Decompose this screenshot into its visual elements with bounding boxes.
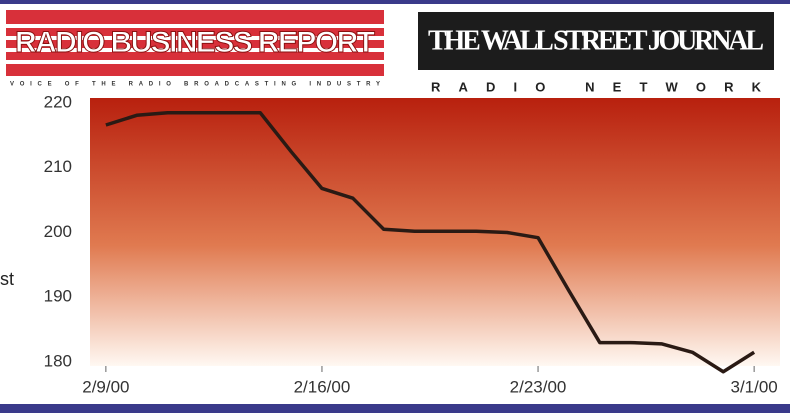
logo-stripe xyxy=(6,36,384,40)
logo-box xyxy=(6,10,384,76)
logo-stripe xyxy=(6,48,384,52)
y-tick-label: 200 xyxy=(44,222,72,241)
y-tick-label: 220 xyxy=(44,92,72,111)
y-tick-label: 180 xyxy=(44,351,72,370)
logo-stripe xyxy=(6,24,384,28)
line xyxy=(105,110,756,374)
x-tick-label: 2/16/00 xyxy=(294,377,351,396)
bottom-border xyxy=(0,404,790,413)
y-axis-label: st xyxy=(0,269,14,289)
y-tick-label: 190 xyxy=(44,287,72,306)
logo-stripe xyxy=(6,60,384,64)
left-logo: RADIO BUSINESS REPORT VOICE OF THE RADIO… xyxy=(6,10,384,88)
x-tick-label: 2/23/00 xyxy=(510,377,567,396)
x-tick-label: 3/1/00 xyxy=(730,377,777,396)
top-border xyxy=(0,0,790,4)
logo-text: RADIO BUSINESS REPORT xyxy=(15,26,375,59)
logo-text: THE WALL STREET JOURNAL xyxy=(428,25,764,56)
tagline: VOICE OF THE RADIO BROADCASTING INDUSTRY xyxy=(10,82,380,88)
logo-box xyxy=(418,12,774,70)
x-tick-label: 2/9/00 xyxy=(82,377,129,396)
y-tick-label: 210 xyxy=(44,157,72,176)
